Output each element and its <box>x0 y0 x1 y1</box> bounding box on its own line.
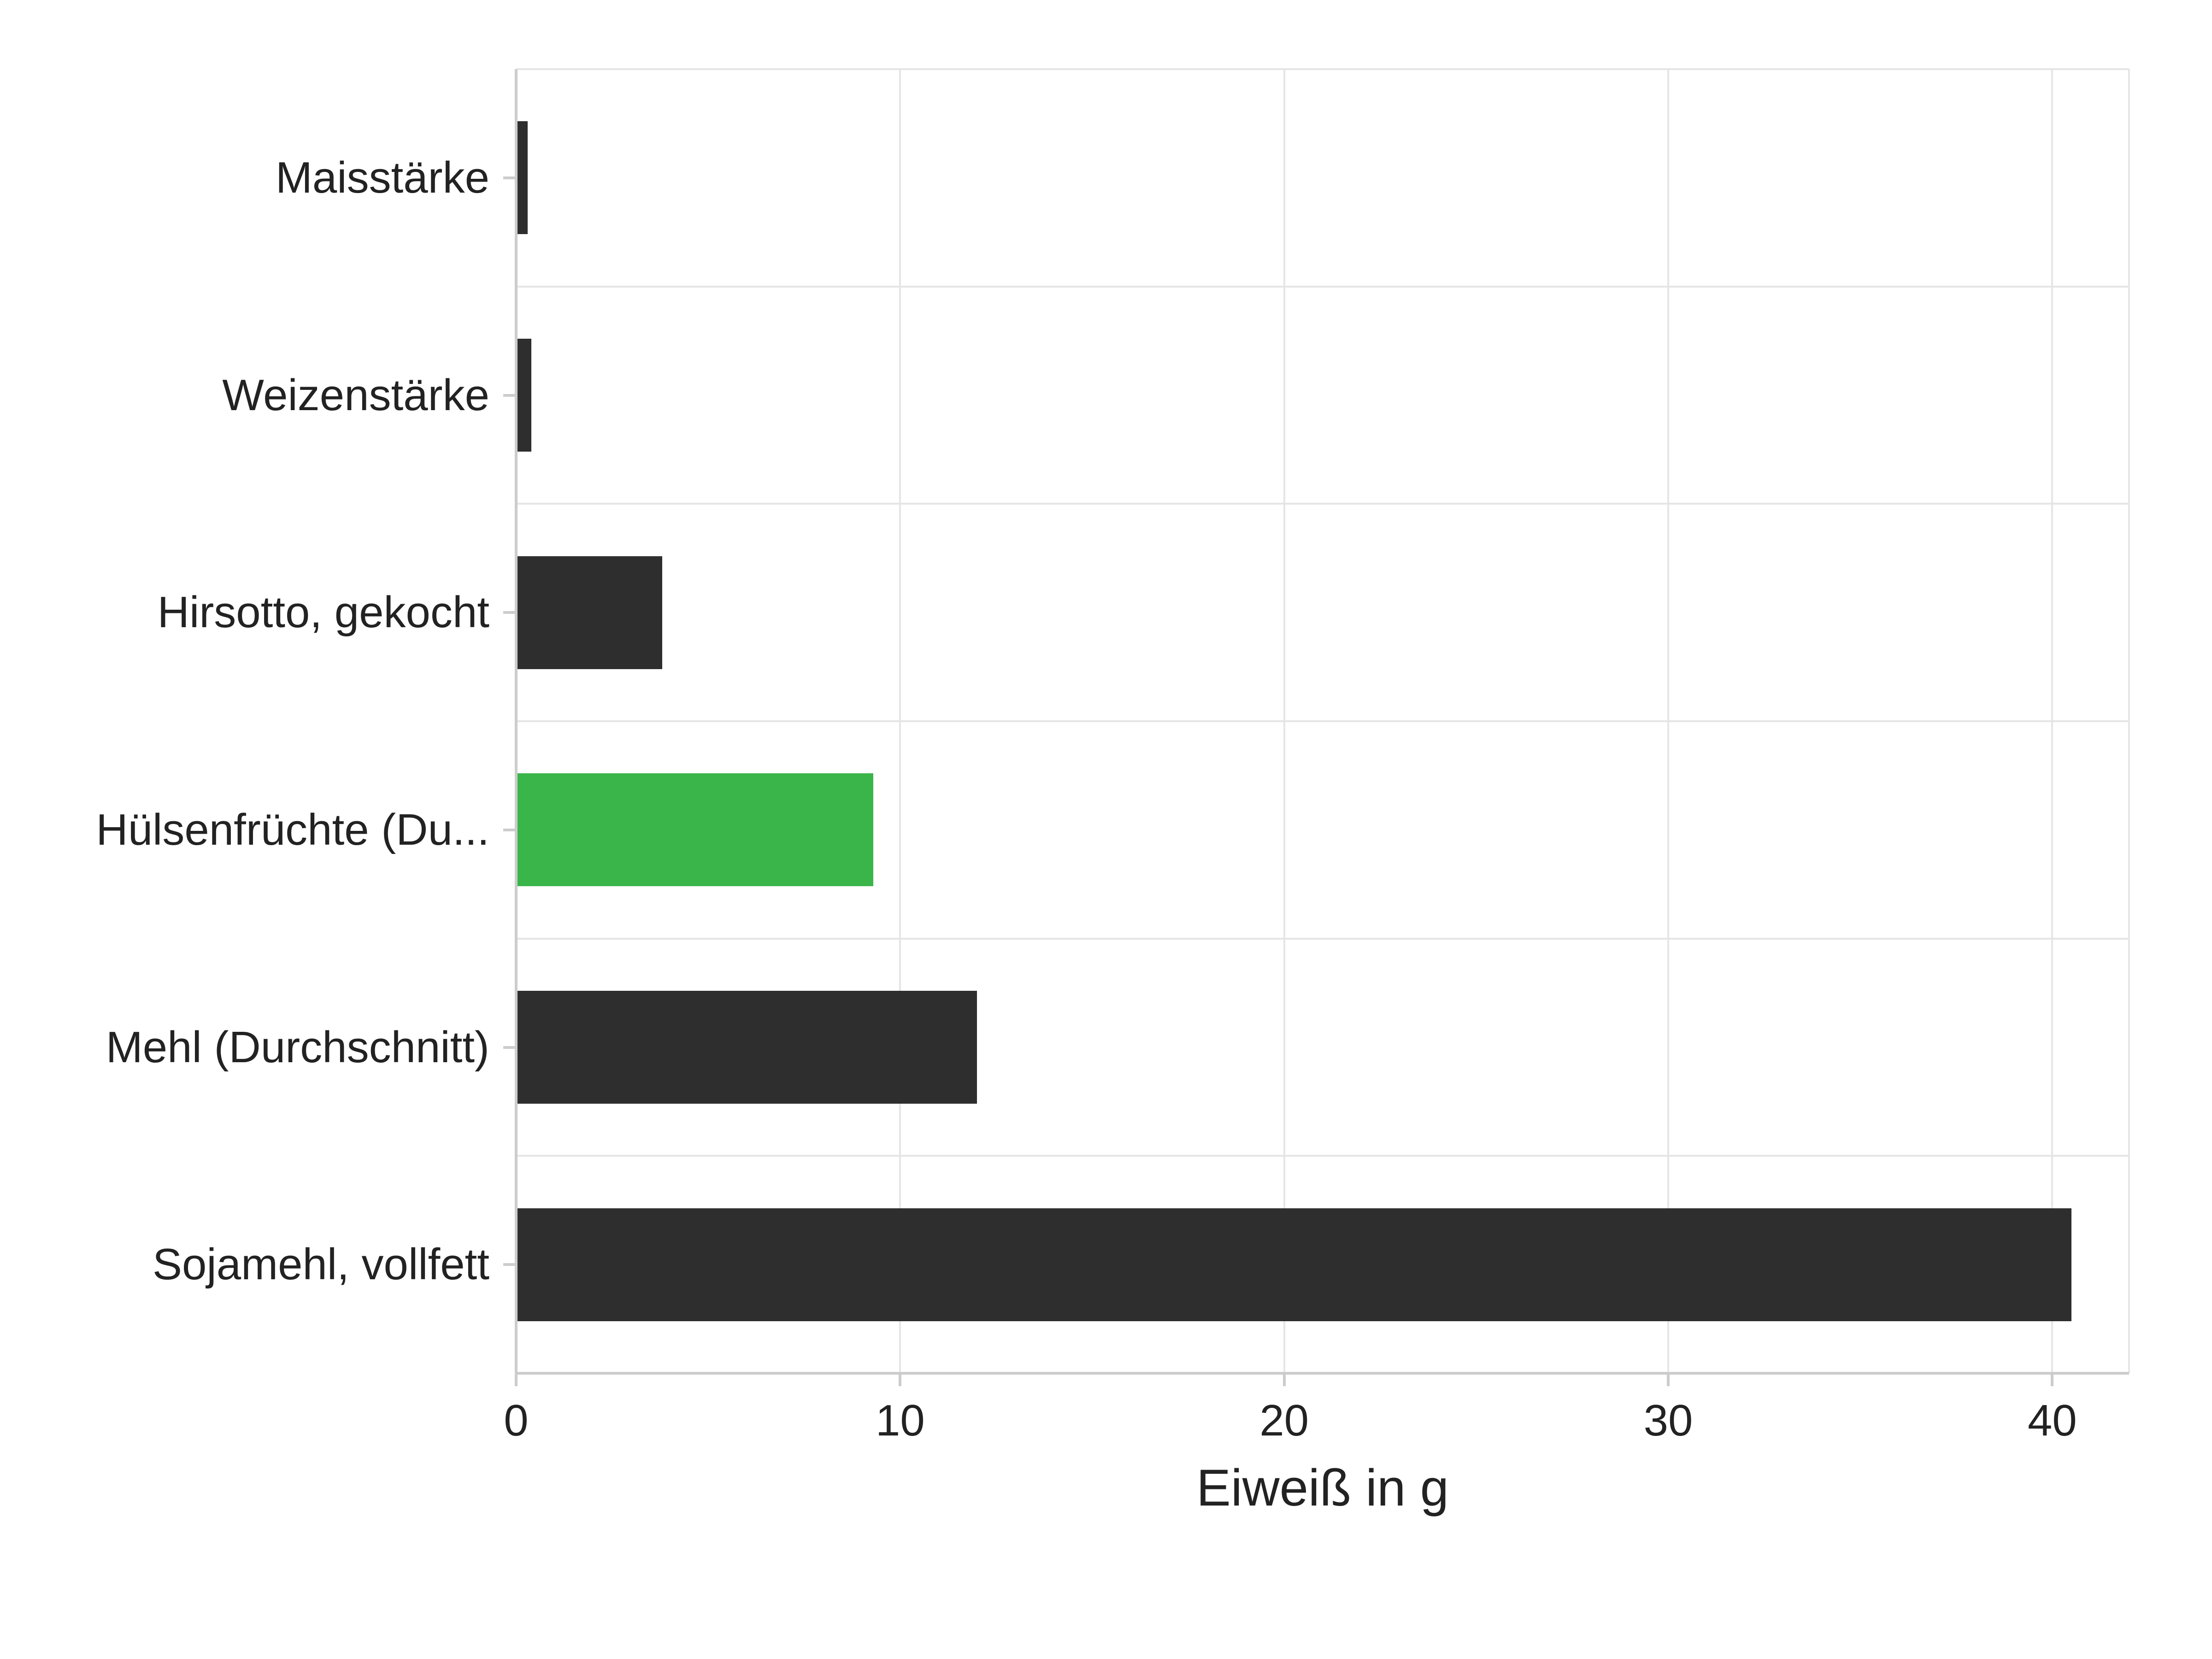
x-tick-label: 30 <box>1644 1395 1693 1446</box>
v-gridline <box>1283 69 1285 1373</box>
y-tick <box>503 611 516 614</box>
y-category-label: Sojamehl, vollfett <box>153 1239 489 1290</box>
y-tick <box>503 829 516 831</box>
y-category-label: Maisstärke <box>276 153 489 203</box>
v-gridline <box>2128 69 2130 1373</box>
x-tick <box>899 1373 901 1386</box>
y-category-label: Mehl (Durchschnitt) <box>106 1022 489 1073</box>
x-tick-label: 0 <box>504 1395 528 1446</box>
x-axis-title: Eiweiß in g <box>1196 1458 1449 1518</box>
v-gridline <box>1667 69 1669 1373</box>
x-tick <box>1667 1373 1670 1386</box>
bar <box>516 773 873 886</box>
h-gridline <box>516 938 2129 940</box>
protein-bar-chart: Maisstärke Weizenstärke Hirsotto, gekocht H… <box>0 0 2212 1659</box>
y-category-label: Weizenstärke <box>222 370 489 421</box>
x-tick-label: 20 <box>1259 1395 1309 1446</box>
x-tick-label: 10 <box>876 1395 925 1446</box>
y-tick <box>503 176 516 179</box>
x-tick <box>515 1373 518 1386</box>
h-gridline <box>516 720 2129 722</box>
h-gridline <box>516 286 2129 288</box>
bar <box>516 991 977 1104</box>
bar <box>516 556 662 669</box>
y-tick <box>503 1046 516 1049</box>
y-category-label: Hülsenfrüchte (Du... <box>96 805 489 855</box>
y-tick <box>503 1263 516 1266</box>
y-tick <box>503 394 516 397</box>
v-gridline <box>899 69 901 1373</box>
bar <box>516 1208 2071 1321</box>
bar <box>516 121 528 234</box>
x-axis-line <box>516 1372 2129 1375</box>
h-gridline <box>516 1155 2129 1157</box>
x-tick-label: 40 <box>2028 1395 2077 1446</box>
y-axis-line <box>515 69 518 1373</box>
plot-area <box>516 69 2129 1373</box>
y-category-label: Hirsotto, gekocht <box>158 587 489 638</box>
h-gridline <box>516 68 2129 70</box>
x-tick <box>2051 1373 2053 1386</box>
bar <box>516 339 531 452</box>
x-tick <box>1283 1373 1286 1386</box>
v-gridline <box>2051 69 2053 1373</box>
h-gridline <box>516 503 2129 505</box>
